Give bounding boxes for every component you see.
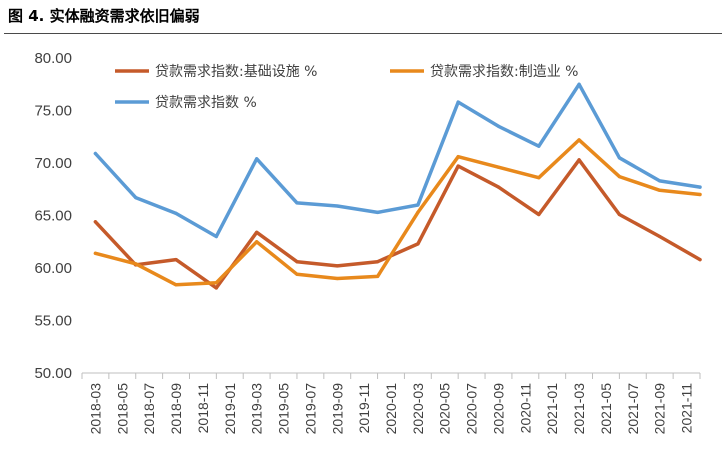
y-tick-label: 50.00 xyxy=(34,365,72,382)
data-point-infrastructure xyxy=(416,242,420,246)
x-tick-label: 2019-01 xyxy=(222,383,238,435)
data-point-total xyxy=(93,151,98,156)
data-point-total xyxy=(134,196,138,200)
legend-label-manufacturing: 贷款需求指数:制造业 % xyxy=(430,64,578,80)
data-point-total xyxy=(174,211,178,215)
data-point-manufacturing xyxy=(335,276,339,281)
data-point-total xyxy=(496,124,501,128)
x-tick-label: 2021-03 xyxy=(571,383,587,435)
data-point-infrastructure xyxy=(335,264,339,268)
y-tick-label: 75.00 xyxy=(34,103,72,120)
x-tick-label: 2021-07 xyxy=(625,383,641,435)
data-point-total xyxy=(255,157,259,161)
data-point-total xyxy=(214,234,218,239)
x-tick-label: 2019-09 xyxy=(329,383,345,435)
data-point-infrastructure xyxy=(698,258,702,262)
data-point-manufacturing xyxy=(255,240,259,244)
legend: 贷款需求指数:基础设施 % 贷款需求指数:制造业 % 贷款需求指数 % xyxy=(115,63,578,111)
data-point-manufacturing xyxy=(416,210,420,214)
data-point-infrastructure xyxy=(496,185,501,189)
data-point-manufacturing xyxy=(617,175,621,179)
data-point-manufacturing xyxy=(134,262,138,266)
x-tick-label: 2019-05 xyxy=(276,383,292,435)
data-point-infrastructure xyxy=(537,212,541,217)
x-tick-label: 2019-07 xyxy=(302,383,318,435)
x-tick-label: 2019-11 xyxy=(356,383,372,434)
series-layer xyxy=(93,82,702,290)
data-point-manufacturing xyxy=(698,192,702,197)
data-point-total xyxy=(335,204,339,208)
y-tick-label: 65.00 xyxy=(34,208,72,225)
data-point-infrastructure xyxy=(255,230,259,234)
data-point-total xyxy=(698,185,702,189)
figure-title: 图 4. 实体融资需求依旧偏弱 xyxy=(8,7,200,25)
x-tick-label: 2020-03 xyxy=(410,383,426,435)
data-point-total xyxy=(295,201,299,205)
data-point-manufacturing xyxy=(456,155,460,159)
x-tick-label: 2018-05 xyxy=(114,383,130,435)
data-point-manufacturing xyxy=(577,138,581,142)
data-point-manufacturing xyxy=(295,272,299,276)
data-point-infrastructure xyxy=(617,212,621,217)
data-point-infrastructure xyxy=(456,164,460,168)
x-tick-label: 2018-03 xyxy=(87,383,103,435)
data-point-manufacturing xyxy=(375,274,380,278)
y-tick-label: 70.00 xyxy=(34,155,72,172)
data-point-infrastructure xyxy=(214,286,218,290)
y-tick-label: 55.00 xyxy=(34,313,72,330)
x-tick-label: 2020-11 xyxy=(517,383,533,434)
x-tick-label: 2020-01 xyxy=(383,383,399,435)
x-tick-label: 2018-11 xyxy=(195,383,211,434)
x-axis: 2018-03 2018-05 2018-07 2018-09 2018-11 2019-… xyxy=(81,372,701,435)
data-point-manufacturing xyxy=(214,281,218,285)
series-line-manufacturing xyxy=(93,138,702,287)
x-tick-label: 2021-09 xyxy=(652,383,668,435)
x-tick-label: 2020-05 xyxy=(437,383,453,435)
x-tick-label: 2021-01 xyxy=(544,383,560,435)
data-point-manufacturing xyxy=(537,176,541,180)
data-point-manufacturing xyxy=(174,283,178,287)
x-tick-label: 2018-09 xyxy=(168,383,184,435)
data-point-total xyxy=(577,82,581,86)
data-point-infrastructure xyxy=(93,220,98,224)
data-point-total xyxy=(658,179,662,183)
series-line-infrastructure xyxy=(93,158,702,290)
y-tick-label: 80.00 xyxy=(34,50,72,67)
x-tick-label: 2020-09 xyxy=(490,383,506,435)
data-point-total xyxy=(537,144,541,148)
data-point-manufacturing xyxy=(496,165,501,169)
legend-label-infrastructure: 贷款需求指数:基础设施 % xyxy=(155,63,317,80)
series-line-total xyxy=(93,82,702,239)
legend-label-total: 贷款需求指数 % xyxy=(155,95,257,111)
data-point-total xyxy=(617,156,621,160)
data-point-manufacturing xyxy=(658,188,662,192)
x-tick-label: 2018-07 xyxy=(141,383,157,435)
data-point-infrastructure xyxy=(174,258,178,262)
data-point-total xyxy=(456,100,460,104)
x-tick-label: 2021-05 xyxy=(598,383,614,435)
data-point-infrastructure xyxy=(658,234,662,239)
data-point-manufacturing xyxy=(93,251,98,255)
x-tick-label: 2019-03 xyxy=(249,383,265,435)
data-point-total xyxy=(375,210,380,214)
data-point-infrastructure xyxy=(295,260,299,264)
data-point-infrastructure xyxy=(375,260,380,264)
x-tick-label: 2020-07 xyxy=(464,383,480,435)
data-point-infrastructure xyxy=(577,158,581,162)
y-tick-label: 60.00 xyxy=(34,260,72,277)
x-tick-label: 2021-11 xyxy=(679,383,695,434)
y-axis-ticks: 50.00 55.00 60.00 65.00 70.00 75.00 80.00 xyxy=(34,50,72,382)
title-divider xyxy=(4,33,722,34)
data-point-total xyxy=(416,203,420,207)
